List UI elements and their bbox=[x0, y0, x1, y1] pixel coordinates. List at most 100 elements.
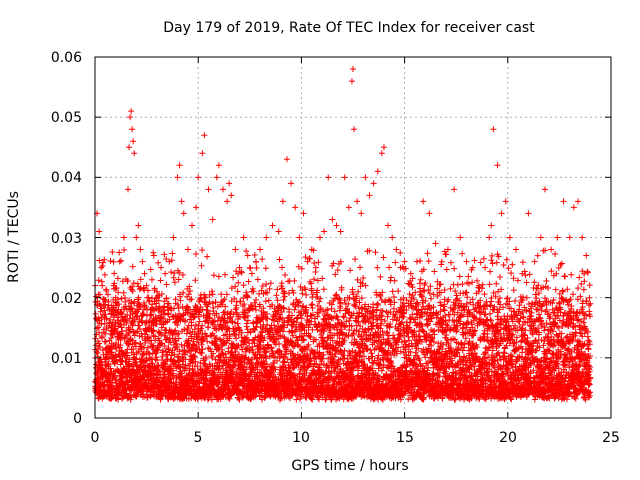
data-point bbox=[116, 331, 123, 338]
data-point bbox=[170, 274, 177, 281]
data-point bbox=[101, 256, 108, 263]
data-point bbox=[124, 278, 131, 285]
data-point bbox=[192, 250, 199, 257]
data-point bbox=[187, 287, 194, 294]
data-point bbox=[95, 324, 102, 331]
data-point bbox=[154, 347, 161, 354]
data-point bbox=[186, 363, 193, 370]
data-point bbox=[165, 310, 172, 317]
data-point bbox=[113, 284, 120, 291]
data-point bbox=[143, 357, 150, 364]
data-point bbox=[132, 329, 139, 336]
data-point bbox=[190, 338, 197, 345]
data-point bbox=[390, 305, 397, 312]
data-point bbox=[132, 360, 139, 367]
data-point bbox=[140, 351, 147, 358]
data-point bbox=[137, 276, 144, 283]
data-point bbox=[99, 334, 106, 341]
data-point bbox=[209, 354, 216, 361]
data-point bbox=[303, 291, 310, 298]
data-point bbox=[204, 253, 211, 260]
data-point bbox=[99, 347, 106, 354]
data-point bbox=[306, 333, 313, 340]
data-point bbox=[182, 356, 189, 363]
data-point bbox=[209, 321, 216, 328]
data-point bbox=[392, 259, 399, 266]
data-point bbox=[102, 338, 109, 345]
data-point bbox=[199, 306, 206, 313]
data-point bbox=[171, 351, 178, 358]
data-point bbox=[176, 269, 183, 276]
data-point bbox=[347, 267, 354, 274]
data-point bbox=[158, 331, 165, 338]
data-point bbox=[113, 345, 120, 352]
data-point bbox=[253, 264, 260, 271]
data-point bbox=[188, 335, 195, 342]
data-point bbox=[210, 350, 217, 357]
data-point bbox=[96, 343, 103, 350]
data-point bbox=[165, 344, 172, 351]
data-point bbox=[223, 291, 230, 298]
data-point bbox=[232, 306, 239, 313]
data-point bbox=[208, 288, 215, 295]
data-point bbox=[309, 301, 316, 308]
data-point bbox=[163, 255, 170, 262]
data-point bbox=[417, 257, 424, 264]
data-point bbox=[144, 394, 151, 401]
data-point bbox=[122, 316, 129, 323]
data-point bbox=[226, 395, 233, 402]
data-point bbox=[185, 291, 192, 298]
data-point bbox=[265, 297, 272, 304]
data-point bbox=[118, 295, 125, 302]
data-point bbox=[219, 371, 226, 378]
data-point bbox=[185, 395, 192, 402]
data-point bbox=[218, 291, 225, 298]
data-point bbox=[133, 355, 140, 362]
data-point bbox=[192, 321, 199, 328]
data-point bbox=[122, 294, 129, 301]
data-point bbox=[148, 276, 155, 283]
data-point bbox=[161, 251, 168, 258]
data-point bbox=[129, 283, 136, 290]
data-point bbox=[191, 353, 198, 360]
data-point bbox=[146, 351, 153, 358]
data-point bbox=[387, 274, 394, 281]
data-point bbox=[101, 271, 108, 278]
data-point bbox=[286, 308, 293, 315]
data-point bbox=[129, 263, 136, 270]
data-point bbox=[98, 320, 105, 327]
data-point bbox=[118, 347, 125, 354]
data-point bbox=[148, 355, 155, 362]
data-point bbox=[207, 390, 214, 397]
data-point bbox=[171, 358, 178, 365]
data-point bbox=[231, 330, 238, 337]
data-point bbox=[100, 259, 107, 266]
data-point bbox=[100, 370, 107, 377]
data-point bbox=[137, 363, 144, 370]
data-point bbox=[219, 346, 226, 353]
data-point bbox=[377, 273, 384, 280]
data-point bbox=[198, 325, 205, 332]
data-point bbox=[274, 286, 281, 293]
data-point bbox=[206, 315, 213, 322]
data-point bbox=[213, 310, 220, 317]
data-point bbox=[291, 277, 298, 284]
data-point bbox=[231, 295, 238, 302]
data-point bbox=[126, 329, 133, 336]
data-point bbox=[252, 306, 259, 313]
data-point bbox=[155, 362, 162, 369]
data-point bbox=[116, 249, 123, 256]
data-point bbox=[357, 264, 364, 271]
data-point bbox=[134, 280, 141, 287]
data-point bbox=[144, 287, 151, 294]
data-point bbox=[213, 334, 220, 341]
data-point bbox=[179, 271, 186, 278]
data-point bbox=[150, 327, 157, 334]
data-point bbox=[192, 277, 199, 284]
data-point bbox=[202, 353, 209, 360]
data-point bbox=[220, 365, 227, 372]
data-point bbox=[240, 282, 247, 289]
data-point bbox=[171, 328, 178, 335]
data-point bbox=[262, 298, 269, 305]
data-point bbox=[139, 310, 146, 317]
